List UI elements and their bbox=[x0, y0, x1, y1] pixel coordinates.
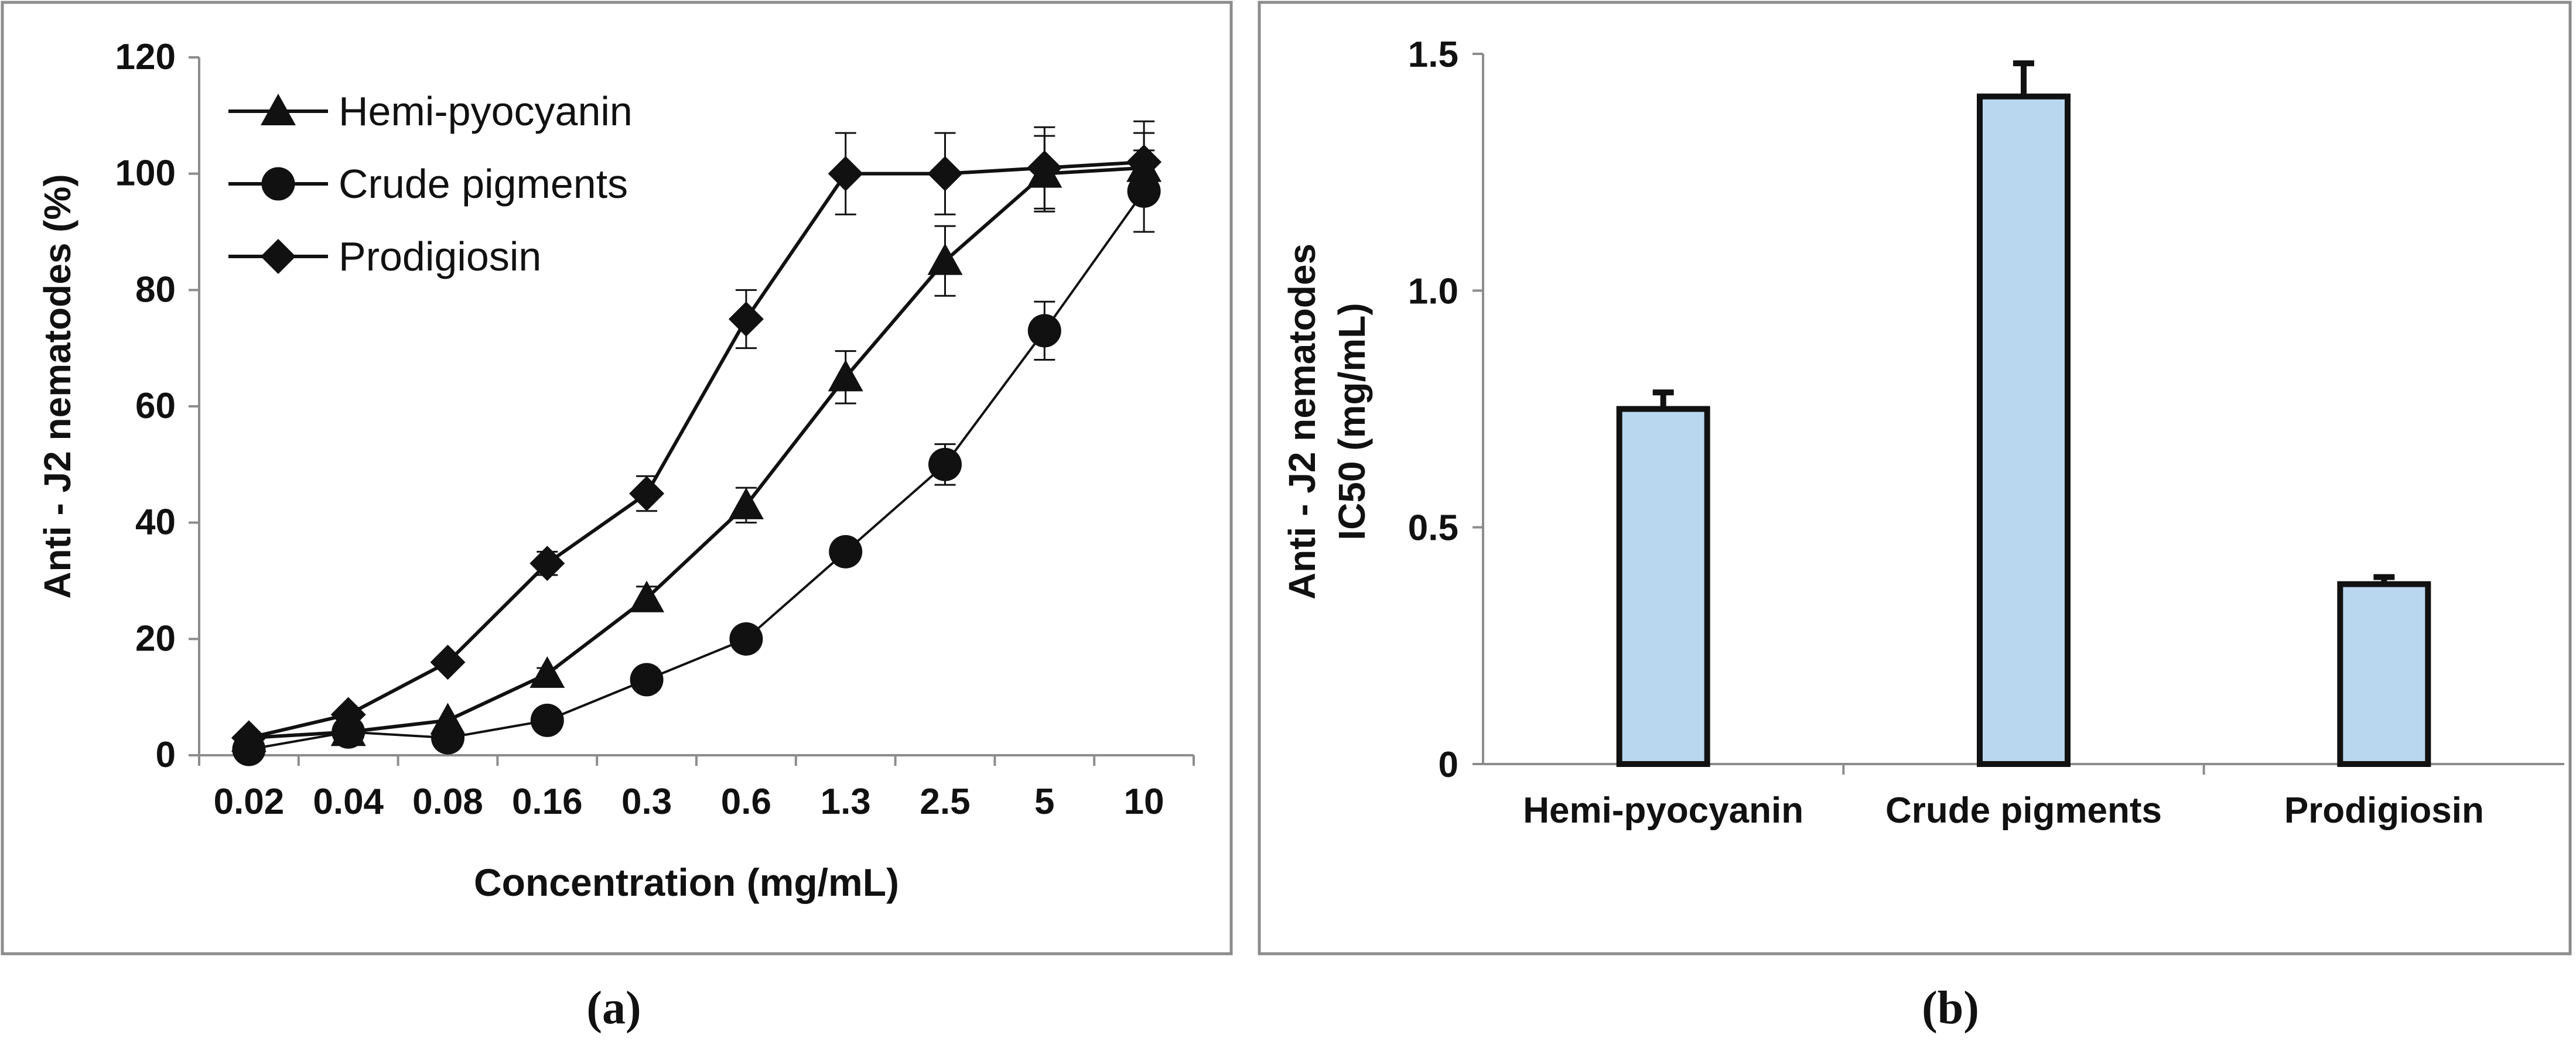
panel-a-point-hemi-pyocyanin-0-16 bbox=[529, 656, 565, 688]
panel-a-legend-marker-crude-pigments bbox=[261, 167, 295, 201]
panel-b-y-axis-label-line1: Anti - J2 nematodes bbox=[1281, 244, 1323, 600]
panel-a-point-prodigiosin-0-08 bbox=[430, 645, 466, 680]
panel-b-y-tick-label-1-0: 1.0 bbox=[1408, 271, 1458, 311]
panel-a-point-prodigiosin-0-04 bbox=[330, 697, 366, 732]
panel-b-bar-chart: 0 0.5 1.0 1.5 Hemi-pyocyanin Crude pigments P… bbox=[1258, 1, 2572, 955]
panel-a-point-crude-pigments-0-08 bbox=[431, 721, 464, 755]
panel-a-point-prodigiosin-1-3 bbox=[828, 156, 863, 191]
panel-a-legend-label-prodigiosin: Prodigiosin bbox=[339, 234, 541, 279]
panel-a-point-hemi-pyocyanin-0-6 bbox=[728, 487, 764, 519]
panel-a-legend-marker-prodigiosin bbox=[261, 239, 296, 274]
panel-a-y-tick-label-120: 120 bbox=[115, 37, 176, 77]
panel-a-frame bbox=[1, 1, 1233, 955]
panel-a-point-prodigiosin-2-5 bbox=[927, 156, 963, 191]
panel-b-y-tick-label-0-5: 0.5 bbox=[1408, 508, 1458, 549]
panel-a-y-axis-label: Anti - J2 nematodes (%) bbox=[36, 174, 78, 598]
panel-b-x-tick-label-hemi-pyocyanin: Hemi-pyocyanin bbox=[1523, 790, 1803, 831]
panel-b-bar-crude-pigments bbox=[1977, 93, 2071, 767]
panel-b-bar-prodigiosin bbox=[2337, 581, 2431, 767]
panel-a-x-tick-label-2-5: 2.5 bbox=[920, 782, 970, 822]
panel-a-series-line-prodigiosin bbox=[248, 160, 1144, 740]
panel-a-x-tick-label-0-6: 0.6 bbox=[721, 782, 771, 822]
panel-a-point-prodigiosin-10 bbox=[1126, 144, 1162, 180]
panel-a-point-prodigiosin-5 bbox=[1027, 150, 1062, 186]
panel-b-y-tick-label-1-5: 1.5 bbox=[1408, 35, 1458, 75]
panel-b-x-tick-label-crude-pigments: Crude pigments bbox=[1885, 790, 2162, 831]
panel-a-point-prodigiosin-0-3 bbox=[629, 476, 665, 511]
panel-a-point-crude-pigments-0-16 bbox=[530, 703, 564, 737]
panel-a-x-tick-label-0-3: 0.3 bbox=[621, 782, 672, 822]
panel-a-legend-marker-hemi-pyocyanin bbox=[261, 94, 296, 125]
panel-a-legend-label-hemi-pyocyanin: Hemi-pyocyanin bbox=[339, 88, 633, 134]
panel-a-series-prodigiosin bbox=[231, 120, 1162, 756]
panel-a-point-hemi-pyocyanin-0-3 bbox=[629, 580, 665, 612]
panel-a-point-crude-pigments-2-5 bbox=[928, 447, 962, 481]
panel-b-x-tick-label-prodigiosin: Prodigiosin bbox=[2284, 790, 2484, 831]
panel-a-point-prodigiosin-0-02 bbox=[231, 720, 267, 756]
panel-a-point-hemi-pyocyanin-1-3 bbox=[828, 359, 863, 392]
panel-a-y-tick-label-60: 60 bbox=[135, 386, 176, 426]
panel-b-y-axis-label-line2: IC50 (mg/mL) bbox=[1331, 303, 1373, 540]
panel-a-x-tick-label-0-04: 0.04 bbox=[313, 782, 384, 822]
panel-a-y-tick-label-0: 0 bbox=[156, 735, 176, 775]
panel-b-caption-label: (b) bbox=[1922, 982, 1979, 1034]
panel-b-bar-hemi-pyocyanin bbox=[1616, 406, 1710, 767]
panel-a-y-tick-label-80: 80 bbox=[135, 269, 176, 310]
panel-a-point-crude-pigments-0-3 bbox=[630, 663, 664, 697]
panel-a-series-line-hemi-pyocyanin bbox=[248, 166, 1144, 740]
panel-a-x-axis-label: Concentration (mg/mL) bbox=[474, 861, 899, 904]
panel-a-y-tick-label-40: 40 bbox=[135, 502, 176, 543]
panel-b-y-tick-label-0: 0 bbox=[1439, 745, 1458, 785]
panel-a-y-tick-label-20: 20 bbox=[135, 618, 176, 659]
panel-a-caption-label: (a) bbox=[586, 982, 641, 1034]
panel-a-x-tick-label-5: 5 bbox=[1034, 782, 1054, 822]
panel-a-x-tick-label-10: 10 bbox=[1124, 782, 1164, 822]
panel-a-x-tick-label-0-02: 0.02 bbox=[214, 782, 285, 822]
panel-a-series-line-crude-pigments bbox=[248, 190, 1145, 751]
panel-b-frame bbox=[1258, 1, 2572, 955]
panel-a-point-hemi-pyocyanin-2-5 bbox=[927, 243, 963, 275]
panel-a-x-tick-label-0-08: 0.08 bbox=[412, 782, 483, 822]
panel-a-y-tick-label-100: 100 bbox=[115, 153, 176, 194]
panel-a-x-tick-label-0-16: 0.16 bbox=[512, 782, 583, 822]
panel-a-point-crude-pigments-0-6 bbox=[729, 622, 763, 656]
panel-a-legend-label-crude-pigments: Crude pigments bbox=[339, 161, 628, 207]
panel-a-point-crude-pigments-5 bbox=[1027, 314, 1061, 348]
panel-a-point-prodigiosin-0-6 bbox=[728, 302, 764, 337]
panel-a-x-tick-label-1-3: 1.3 bbox=[821, 782, 871, 822]
panel-a-legend: Hemi-pyocyanin Crude pigments Prodigiosin bbox=[228, 88, 633, 279]
panel-a-point-crude-pigments-1-3 bbox=[829, 535, 863, 568]
panel-a-point-prodigiosin-0-16 bbox=[529, 546, 565, 581]
panel-a-line-chart: 0 20 40 60 80 100 120 0.02 0.04 0.08 0.16 0.3 0.6 1.… bbox=[1, 1, 1233, 955]
